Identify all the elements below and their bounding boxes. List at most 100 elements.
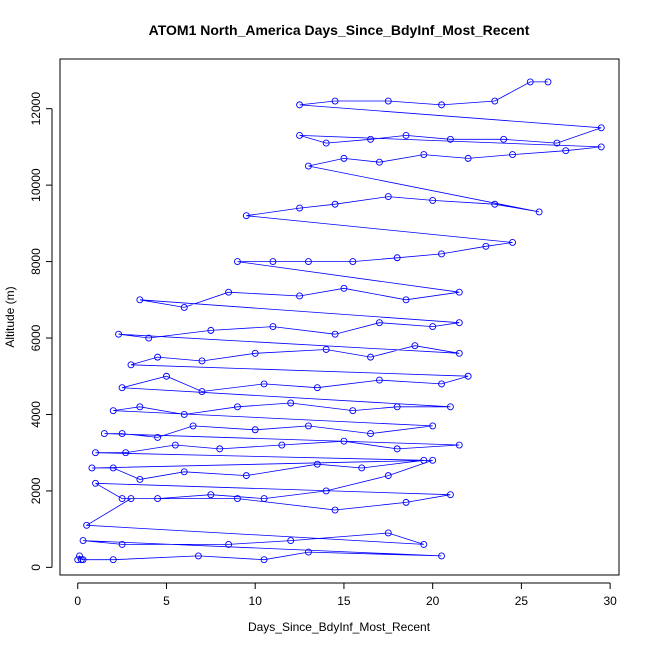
data-point xyxy=(76,552,83,560)
data-point xyxy=(251,349,259,357)
data-point xyxy=(194,552,202,560)
data-point xyxy=(304,162,312,170)
data-point xyxy=(384,97,392,105)
y-tick-label: 6000 xyxy=(29,324,43,351)
data-point xyxy=(242,472,250,480)
data-point xyxy=(115,330,123,338)
data-point xyxy=(429,456,437,464)
data-point xyxy=(304,422,312,430)
data-point xyxy=(136,296,144,304)
data-point xyxy=(509,239,516,246)
data-point xyxy=(118,540,126,548)
data-point xyxy=(358,464,366,472)
data-point xyxy=(500,135,508,143)
data-point xyxy=(260,380,268,388)
data-point xyxy=(287,399,295,407)
data-point xyxy=(207,491,215,499)
data-point xyxy=(100,430,108,438)
data-point xyxy=(296,131,304,139)
y-axis-label: Altitude (m) xyxy=(3,286,17,347)
data-point xyxy=(367,353,375,361)
data-point xyxy=(331,97,339,105)
data-point xyxy=(331,200,339,208)
data-point xyxy=(109,407,117,415)
data-point xyxy=(77,556,85,564)
data-point xyxy=(92,479,99,487)
data-point xyxy=(154,433,162,441)
data-point xyxy=(180,411,188,418)
data-point xyxy=(509,151,516,159)
x-tick-label: 15 xyxy=(337,594,351,608)
data-point xyxy=(198,357,206,365)
data-point xyxy=(234,495,241,503)
data-point xyxy=(429,323,437,331)
data-point xyxy=(429,196,437,204)
data-point xyxy=(438,380,445,388)
data-point xyxy=(198,388,206,395)
data-point xyxy=(331,330,339,338)
data-point xyxy=(420,540,428,548)
data-point xyxy=(420,151,428,159)
x-axis-label: Days_Since_BdyInf_Most_Recent xyxy=(248,620,431,634)
data-point xyxy=(234,258,241,266)
chart-title: ATOM1 North_America Days_Since_BdyInf_Mo… xyxy=(149,22,530,38)
data-point xyxy=(118,384,126,392)
data-point xyxy=(402,498,410,506)
series-points xyxy=(74,78,605,564)
data-point xyxy=(597,124,605,132)
data-point xyxy=(535,208,543,216)
x-tick-label: 0 xyxy=(74,594,81,608)
data-point xyxy=(118,495,126,503)
data-point xyxy=(322,139,330,147)
y-tick-label: 0 xyxy=(29,564,43,571)
data-point xyxy=(122,449,130,457)
data-point xyxy=(118,430,126,438)
data-point xyxy=(402,131,410,139)
data-point xyxy=(482,242,490,250)
data-point xyxy=(393,254,401,262)
data-point xyxy=(260,495,268,503)
data-point xyxy=(562,147,570,155)
data-point xyxy=(375,319,383,327)
data-point xyxy=(296,101,304,109)
data-point xyxy=(189,422,197,430)
data-point xyxy=(225,288,233,296)
data-point xyxy=(216,445,224,453)
series-lines xyxy=(77,81,602,561)
data-point xyxy=(145,334,153,342)
data-point xyxy=(109,464,117,472)
data-point xyxy=(438,552,445,560)
data-point xyxy=(180,468,188,476)
data-point xyxy=(83,521,91,529)
data-point xyxy=(367,430,375,438)
data-point xyxy=(304,548,312,556)
data-point xyxy=(411,342,419,350)
data-point xyxy=(322,346,330,353)
data-point xyxy=(322,487,330,495)
data-point xyxy=(269,323,277,331)
data-point xyxy=(420,456,428,464)
data-point xyxy=(455,349,463,357)
series-line xyxy=(77,81,602,561)
x-tick-label: 10 xyxy=(249,594,263,608)
plot-area-frame xyxy=(59,58,620,576)
data-point xyxy=(171,441,179,449)
data-point xyxy=(313,460,321,468)
y-tick-label: 4000 xyxy=(29,401,43,428)
data-point xyxy=(207,326,215,334)
data-point xyxy=(393,403,401,411)
data-point xyxy=(544,78,552,86)
data-point xyxy=(446,491,454,499)
data-point xyxy=(127,361,135,369)
data-point xyxy=(367,135,375,143)
data-point xyxy=(154,353,162,361)
x-tick-label: 25 xyxy=(515,594,529,608)
data-point xyxy=(464,372,472,380)
data-point xyxy=(446,135,454,143)
data-point xyxy=(340,154,348,162)
data-point xyxy=(154,495,162,503)
data-point xyxy=(375,376,383,384)
y-tick-label: 8000 xyxy=(29,248,43,275)
data-point xyxy=(136,403,144,411)
